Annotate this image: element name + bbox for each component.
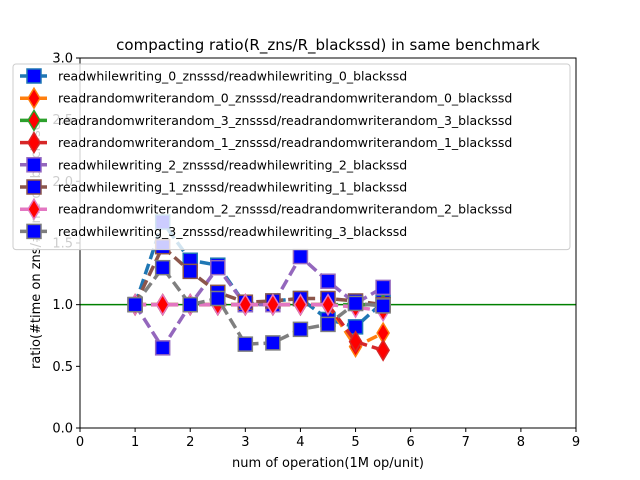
data-point-7-5 xyxy=(265,335,281,351)
data-point-7-1 xyxy=(154,259,171,276)
legend-entry-2: readrandomwriterandom_3_znsssd/readrando… xyxy=(20,108,512,132)
legend-entry-1: readrandomwriterandom_0_znsssd/readrando… xyxy=(20,86,512,110)
data-point-7-9 xyxy=(375,298,391,314)
legend-entry-7: readwhilewriting_3_znsssd/readwhilewriti… xyxy=(20,223,407,240)
data-point-7-7 xyxy=(320,316,336,333)
legend-entry-0: readwhilewriting_0_znsssd/readwhilewriti… xyxy=(20,68,407,84)
legend-marker-3 xyxy=(27,131,41,155)
series-line-7 xyxy=(133,265,384,346)
data-point-4-6 xyxy=(292,248,309,265)
legend-label-0: readwhilewriting_0_znsssd/readwhilewriti… xyxy=(58,69,407,84)
legend-marker-0 xyxy=(26,68,42,84)
data-point-4-7 xyxy=(320,273,336,289)
y-tick-label-1: 0.5 xyxy=(52,360,73,375)
data-point-7-0 xyxy=(127,296,143,313)
y-tick-label-0: 0.0 xyxy=(52,422,73,437)
legend-entry-4: readwhilewriting_2_znsssd/readwhilewriti… xyxy=(20,157,407,173)
legend-entry-5: readwhilewriting_1_znsssd/readwhilewriti… xyxy=(20,179,407,195)
data-point-7-4 xyxy=(237,336,254,352)
x-tick-label-0: 0 xyxy=(76,435,84,450)
x-tick-label-8: 8 xyxy=(517,435,525,450)
data-point-5-2 xyxy=(182,263,198,280)
series-line-5 xyxy=(133,244,384,307)
data-point-4-1 xyxy=(154,340,171,356)
legend-marker-4 xyxy=(26,157,42,173)
series-line-4 xyxy=(133,254,384,350)
series-line-6 xyxy=(135,302,384,313)
data-point-7-2 xyxy=(182,296,198,313)
legend-label-4: readwhilewriting_2_znsssd/readwhilewriti… xyxy=(58,157,407,172)
data-point-3-8 xyxy=(348,330,363,354)
legend: readwhilewriting_0_znsssd/readwhilewriti… xyxy=(12,63,571,251)
y-tick-label-2: 1.0 xyxy=(52,298,73,313)
y-tick-label-6: 3.0 xyxy=(52,52,73,67)
chart-title: compacting ratio(R_zns/R_blackssd) in sa… xyxy=(116,36,540,55)
legend-marker-7 xyxy=(26,223,42,240)
x-tick-label-5: 5 xyxy=(351,435,359,450)
data-point-6-1 xyxy=(155,293,170,317)
x-tick-label-9: 9 xyxy=(572,435,580,450)
legend-label-3: readrandomwriterandom_1_znsssd/readrando… xyxy=(58,135,512,150)
x-tick-label-7: 7 xyxy=(462,435,470,450)
legend-label-7: readwhilewriting_3_znsssd/readwhilewriti… xyxy=(58,224,407,239)
x-tick-label-4: 4 xyxy=(296,435,304,450)
legend-label-5: readwhilewriting_1_znsssd/readwhilewriti… xyxy=(58,180,407,195)
series-7 xyxy=(127,259,391,352)
legend-marker-1 xyxy=(27,86,41,110)
data-point-7-8 xyxy=(347,295,364,312)
data-point-3-9 xyxy=(376,338,390,362)
data-point-6-6 xyxy=(293,293,308,317)
data-point-6-7 xyxy=(321,293,335,317)
x-tick-label-3: 3 xyxy=(241,435,249,450)
x-tick-label-6: 6 xyxy=(407,435,415,450)
x-tick-label-1: 1 xyxy=(131,435,139,450)
data-point-7-3 xyxy=(210,290,226,307)
data-point-4-9 xyxy=(375,279,391,296)
legend-box xyxy=(12,63,571,251)
legend-entry-3: readrandomwriterandom_1_znsssd/readrando… xyxy=(20,131,512,155)
legend-marker-6 xyxy=(27,197,41,221)
legend-label-1: readrandomwriterandom_0_znsssd/readrando… xyxy=(58,91,512,106)
legend-entry-6: readrandomwriterandom_2_znsssd/readrando… xyxy=(20,197,512,221)
data-point-4-3 xyxy=(210,259,226,276)
x-axis-label: num of operation(1M op/unit) xyxy=(232,456,424,471)
legend-label-2: readrandomwriterandom_3_znsssd/readrando… xyxy=(58,113,512,128)
legend-label-6: readrandomwriterandom_2_znsssd/readrando… xyxy=(58,202,512,217)
data-point-7-6 xyxy=(292,321,309,338)
x-tick-label-2: 2 xyxy=(186,435,194,450)
legend-marker-2 xyxy=(27,108,41,132)
data-point-6-5 xyxy=(266,293,280,317)
legend-marker-5 xyxy=(26,179,42,195)
data-point-6-4 xyxy=(238,293,253,317)
